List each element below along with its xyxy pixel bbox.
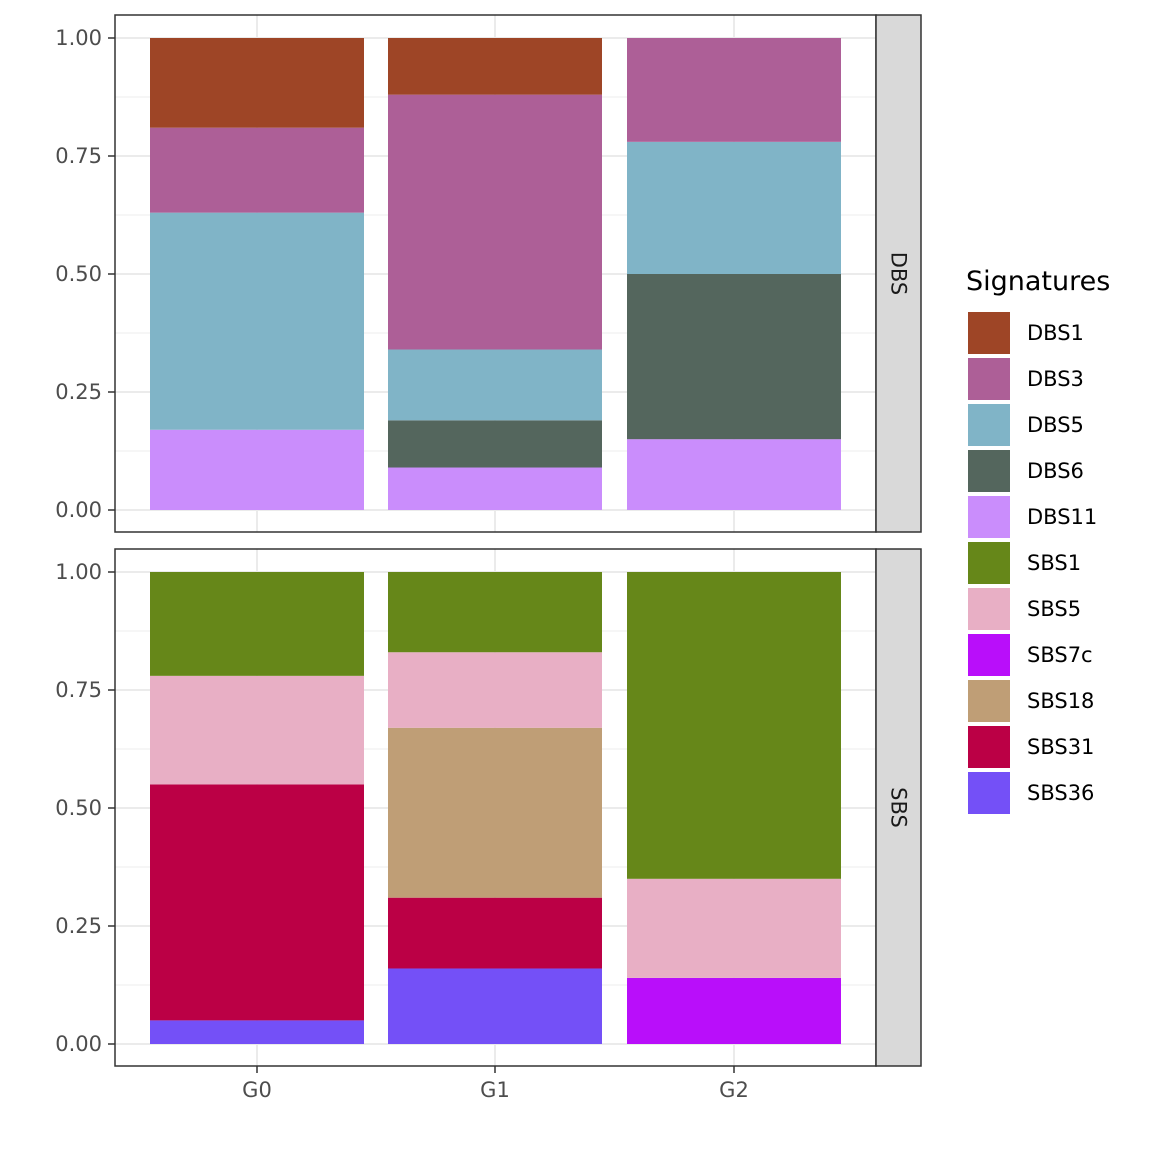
bar-segment-sbs31-g0 bbox=[150, 784, 364, 1021]
legend-swatch bbox=[968, 726, 1010, 768]
legend-label: DBS3 bbox=[1027, 367, 1084, 391]
bar-segment-sbs31-g1 bbox=[388, 897, 602, 969]
legend-label: DBS11 bbox=[1027, 505, 1098, 529]
bar-segment-dbs1-g1 bbox=[388, 38, 602, 95]
facet-strip bbox=[875, 14, 922, 533]
bar-segment-sbs5-g1 bbox=[388, 652, 602, 728]
legend-item: DBS11 bbox=[966, 494, 1146, 540]
bar-segment-sbs5-g0 bbox=[150, 675, 364, 785]
bar-segment-dbs3-g2 bbox=[627, 38, 841, 142]
bar-segment-dbs5-g2 bbox=[627, 141, 841, 274]
legend-item: DBS3 bbox=[966, 356, 1146, 402]
legend-item: DBS6 bbox=[966, 448, 1146, 494]
bar-segment-dbs6-g2 bbox=[627, 274, 841, 440]
legend-swatch bbox=[968, 680, 1010, 722]
facet-strip-label: SBS bbox=[887, 787, 911, 828]
legend-label: SBS18 bbox=[1027, 689, 1095, 713]
bar-segment-sbs18-g1 bbox=[388, 727, 602, 898]
y-tick-label: 1.00 bbox=[55, 26, 102, 50]
bar-segment-dbs3-g1 bbox=[388, 94, 602, 350]
legend-title: Signatures bbox=[966, 266, 1111, 297]
legend-label: SBS5 bbox=[1027, 597, 1082, 621]
legend-swatch bbox=[968, 312, 1010, 354]
bar-segment-sbs1-g1 bbox=[388, 572, 602, 653]
legend-swatch bbox=[968, 404, 1010, 446]
y-tick-label: 0.25 bbox=[55, 914, 102, 938]
y-tick-label: 0.25 bbox=[55, 380, 102, 404]
bar-segment-dbs11-g0 bbox=[150, 429, 364, 510]
y-tick-label: 0.75 bbox=[55, 678, 102, 702]
x-tick-label: G2 bbox=[719, 1078, 749, 1102]
bar-segment-dbs6-g1 bbox=[388, 420, 602, 468]
x-tick-label: G1 bbox=[480, 1078, 510, 1102]
legend-item: SBS31 bbox=[966, 724, 1146, 770]
legend-item: DBS1 bbox=[966, 310, 1146, 356]
legend-item: SBS7c bbox=[966, 632, 1146, 678]
chart-plot-area: 0.00 0.25 0.50 0.75 1.00 DBS 0.00 0.25 0.50 0.75 1… bbox=[55, 14, 922, 1102]
legend-item: SBS1 bbox=[966, 540, 1146, 586]
legend-swatch bbox=[968, 450, 1010, 492]
legend-item: SBS5 bbox=[966, 586, 1146, 632]
bar-segment-sbs1-g0 bbox=[150, 572, 364, 676]
facet-strip bbox=[875, 548, 922, 1067]
legend: Signatures DBS1 DBS3 DBS5 DBS6 DBS11 SBS1 SBS5… bbox=[966, 262, 1146, 816]
legend-item: DBS5 bbox=[966, 402, 1146, 448]
legend-items: DBS1 DBS3 DBS5 DBS6 DBS11 SBS1 SBS5 SBS7c SBS18 S… bbox=[966, 310, 1146, 816]
legend-label: SBS31 bbox=[1027, 735, 1095, 759]
bar-segment-dbs3-g0 bbox=[150, 127, 364, 213]
legend-label: SBS36 bbox=[1027, 781, 1095, 805]
legend-swatch bbox=[968, 634, 1010, 676]
legend-label: DBS1 bbox=[1027, 321, 1084, 345]
legend-swatch bbox=[968, 588, 1010, 630]
legend-item: SBS36 bbox=[966, 770, 1146, 816]
bar-segment-dbs11-g2 bbox=[627, 439, 841, 510]
y-tick-label: 0.00 bbox=[55, 498, 102, 522]
bar-segment-sbs1-g2 bbox=[627, 572, 841, 879]
legend-label: SBS7c bbox=[1027, 643, 1093, 667]
legend-label: DBS6 bbox=[1027, 459, 1084, 483]
y-tick-label: 0.00 bbox=[55, 1032, 102, 1056]
legend-swatch bbox=[968, 542, 1010, 584]
y-tick-label: 0.50 bbox=[55, 262, 102, 286]
legend-swatch bbox=[968, 772, 1010, 814]
bar-segment-dbs1-g0 bbox=[150, 38, 364, 128]
bar-segment-sbs36-g1 bbox=[388, 968, 602, 1044]
legend-item: SBS18 bbox=[966, 678, 1146, 724]
bar-segment-sbs36-g0 bbox=[150, 1020, 364, 1044]
bar-segment-dbs5-g1 bbox=[388, 349, 602, 421]
facet-strip-label: DBS bbox=[887, 252, 911, 296]
bar-segment-dbs5-g0 bbox=[150, 212, 364, 430]
x-tick-label: G0 bbox=[242, 1078, 272, 1102]
y-tick-label: 1.00 bbox=[55, 560, 102, 584]
legend-swatch bbox=[968, 358, 1010, 400]
bar-segment-sbs7c-g2 bbox=[627, 977, 841, 1044]
y-tick-label: 0.75 bbox=[55, 144, 102, 168]
bar-segment-sbs5-g2 bbox=[627, 878, 841, 978]
legend-label: SBS1 bbox=[1027, 551, 1082, 575]
bar-segment-dbs11-g1 bbox=[388, 467, 602, 510]
legend-swatch bbox=[968, 496, 1010, 538]
legend-label: DBS5 bbox=[1027, 413, 1084, 437]
y-tick-label: 0.50 bbox=[55, 796, 102, 820]
